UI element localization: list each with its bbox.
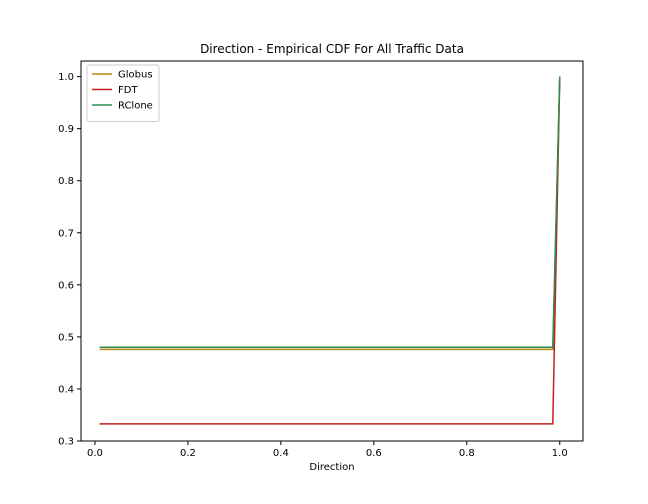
series-line-globus — [99, 76, 561, 351]
x-tick-label: 0.4 — [273, 448, 289, 459]
legend-label-fdt: FDT — [118, 85, 138, 96]
y-tick-label: 0.8 — [58, 176, 74, 187]
x-tick-label: 0.8 — [459, 448, 475, 459]
legend: Globus FDT RClone — [86, 64, 160, 122]
y-tick-label: 0.6 — [58, 280, 74, 291]
y-tick-label: 0.5 — [58, 332, 74, 343]
chart-title: Direction - Empirical CDF For All Traffi… — [200, 42, 464, 56]
plot-area — [80, 60, 584, 442]
y-tick-label: 0.3 — [58, 437, 74, 448]
legend-label-globus: Globus — [118, 70, 153, 81]
x-axis-label: Direction — [309, 462, 354, 473]
y-tick-label: 0.7 — [58, 228, 74, 239]
series-line-rclone — [99, 76, 561, 349]
x-tick-label: 1.0 — [552, 448, 568, 459]
plot-frame — [80, 60, 584, 442]
legend-label-rclone: RClone — [118, 101, 153, 112]
x-tick-label: 0.2 — [180, 448, 196, 459]
y-axis: 0.3 0.4 0.5 0.6 0.7 0.8 0.9 1.0 — [58, 72, 81, 448]
x-tick-label: 0.0 — [87, 448, 103, 459]
x-tick-label: 0.6 — [366, 448, 382, 459]
y-tick-label: 1.0 — [58, 72, 74, 83]
legend-box — [86, 64, 160, 122]
y-tick-label: 0.4 — [58, 384, 74, 395]
x-axis: 0.0 0.2 0.4 0.6 0.8 1.0 — [87, 441, 568, 459]
series-line-fdt — [99, 76, 561, 425]
y-tick-label: 0.9 — [58, 124, 74, 135]
